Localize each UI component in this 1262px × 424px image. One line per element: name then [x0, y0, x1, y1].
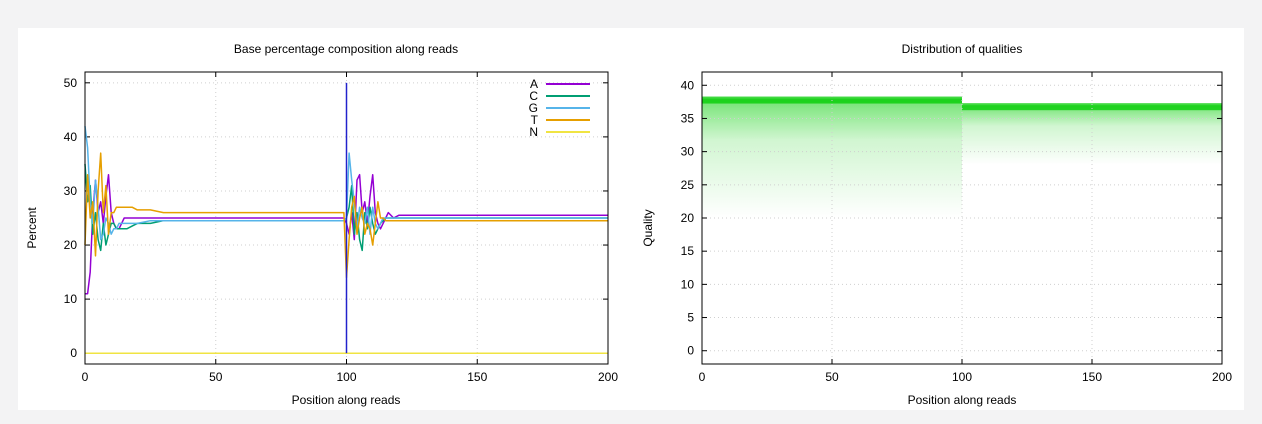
chart2-ytick-label: 25	[681, 178, 695, 192]
chart1-xtick-label: 50	[209, 370, 223, 384]
chart1-xtick-label: 200	[598, 370, 618, 384]
chart1-xlabel: Position along reads	[292, 393, 401, 407]
chart1-ylabel: Percent	[25, 207, 39, 249]
chart1-ytick-label: 30	[64, 184, 78, 198]
chart1-xtick-label: 150	[467, 370, 487, 384]
chart2-xtick-label: 100	[952, 370, 972, 384]
chart2-ylabel: Quality	[641, 209, 655, 246]
legend-label-C: C	[529, 89, 538, 103]
quality-peak-band	[962, 103, 1222, 111]
chart2-ytick-label: 15	[681, 244, 695, 258]
chart1-ytick-label: 40	[64, 130, 78, 144]
chart1-xtick-label: 0	[82, 370, 89, 384]
chart1-frame	[84, 71, 609, 365]
charts-panel: Base percentage composition along reads …	[18, 28, 1244, 410]
chart1-xtick-label: 100	[336, 370, 356, 384]
quality-distribution-chart: Distribution of qualities Quality Positi…	[641, 42, 1232, 407]
legend-label-G: G	[529, 101, 538, 115]
chart2-frame	[701, 71, 1223, 365]
chart2-title: Distribution of qualities	[902, 42, 1023, 56]
chart2-xtick-label: 150	[1082, 370, 1102, 384]
chart1-ytick-label: 50	[64, 76, 78, 90]
chart2-ytick-label: 5	[687, 311, 694, 325]
chart2-ytick-label: 35	[681, 111, 695, 125]
chart2-xlabel: Position along reads	[908, 393, 1017, 407]
chart2-ytick-label: 0	[687, 344, 694, 358]
chart2-ytick-label: 20	[681, 211, 695, 225]
chart1-ytick-label: 10	[64, 292, 78, 306]
chart1-ytick-label: 0	[70, 346, 77, 360]
chart2-xtick-label: 50	[825, 370, 839, 384]
base-composition-chart: Base percentage composition along reads …	[25, 42, 618, 407]
chart2-ytick-label: 30	[681, 145, 695, 159]
chart2-xtick-label: 200	[1212, 370, 1232, 384]
quality-fade-segment	[962, 105, 1222, 165]
legend-label-T: T	[531, 113, 539, 127]
chart2-ytick-label: 10	[681, 277, 695, 291]
charts-svg: Base percentage composition along reads …	[25, 42, 1232, 407]
chart2-ytick-label: 40	[681, 78, 695, 92]
legend-label-N: N	[529, 125, 538, 139]
legend-label-A: A	[530, 77, 538, 91]
chart1-ytick-label: 20	[64, 238, 78, 252]
chart2-xtick-label: 0	[699, 370, 706, 384]
chart1-title: Base percentage composition along reads	[234, 42, 458, 56]
series-line-T	[84, 152, 608, 279]
